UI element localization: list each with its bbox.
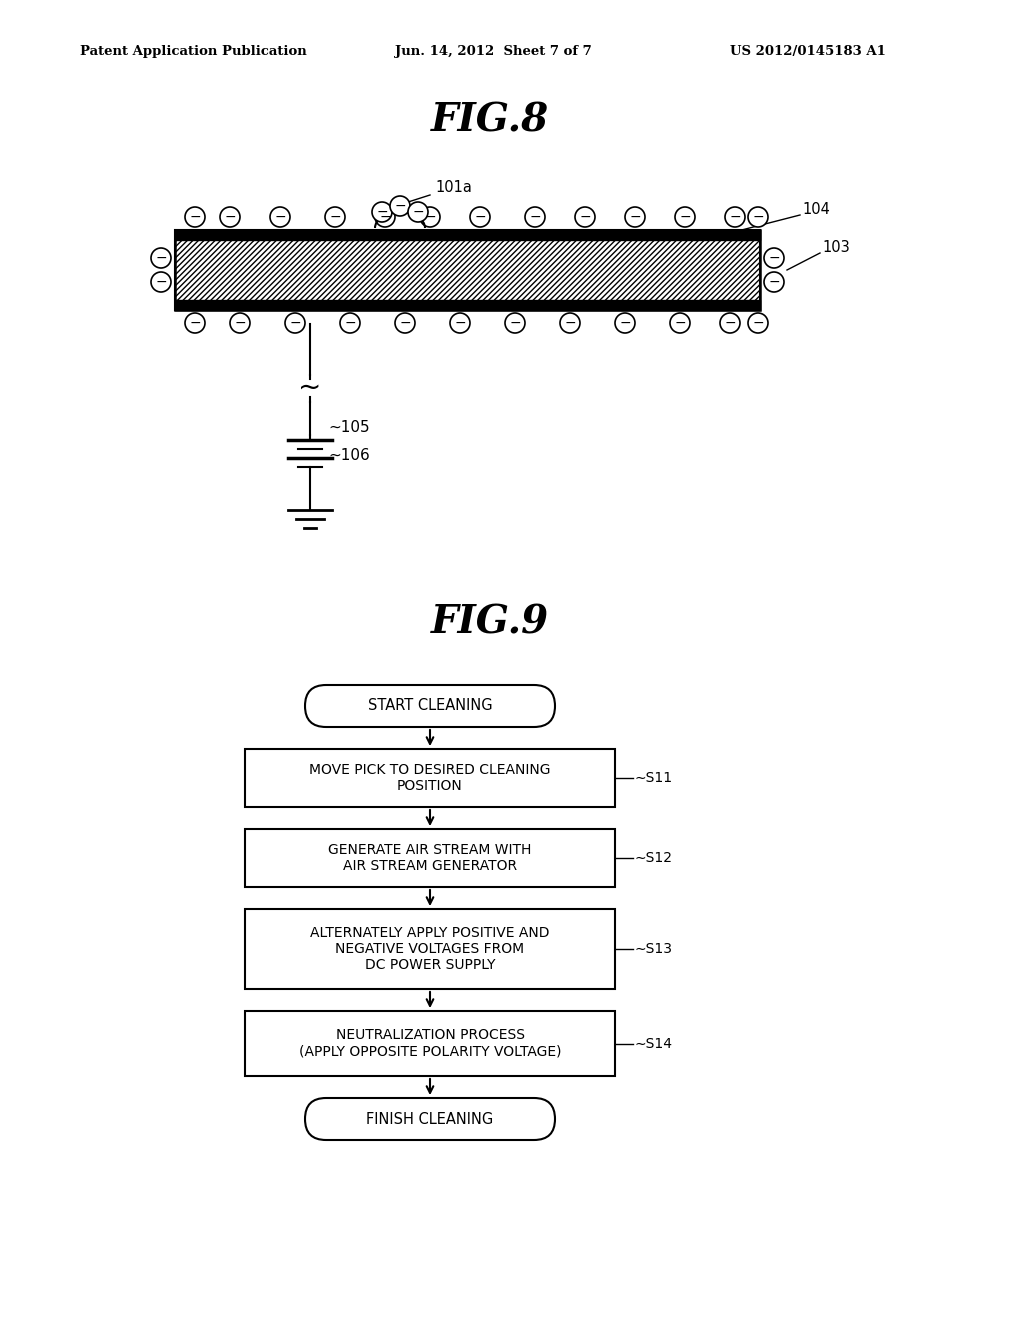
- Circle shape: [560, 313, 580, 333]
- Text: FINISH CLEANING: FINISH CLEANING: [367, 1111, 494, 1126]
- Circle shape: [395, 313, 415, 333]
- Text: −: −: [289, 315, 301, 330]
- Circle shape: [725, 207, 745, 227]
- Text: 101a: 101a: [435, 181, 472, 195]
- Text: −: −: [768, 251, 780, 265]
- Circle shape: [505, 313, 525, 333]
- Circle shape: [748, 207, 768, 227]
- Circle shape: [748, 313, 768, 333]
- Text: −: −: [189, 210, 201, 224]
- Circle shape: [575, 207, 595, 227]
- Circle shape: [615, 313, 635, 333]
- Text: −: −: [376, 205, 388, 219]
- Circle shape: [764, 272, 784, 292]
- Circle shape: [720, 313, 740, 333]
- Text: −: −: [529, 210, 541, 224]
- Text: −: −: [413, 205, 424, 219]
- Text: −: −: [629, 210, 641, 224]
- Circle shape: [675, 207, 695, 227]
- Text: −: −: [580, 210, 591, 224]
- Text: −: −: [729, 210, 740, 224]
- Bar: [245, 909, 615, 989]
- Circle shape: [525, 207, 545, 227]
- Circle shape: [185, 207, 205, 227]
- Text: −: −: [724, 315, 736, 330]
- Text: ∼S12: ∼S12: [635, 851, 673, 865]
- FancyBboxPatch shape: [305, 1098, 555, 1140]
- Text: −: −: [394, 199, 406, 213]
- Text: −: −: [224, 210, 236, 224]
- Bar: [245, 829, 615, 887]
- Text: −: −: [509, 315, 521, 330]
- Text: FIG.8: FIG.8: [431, 102, 549, 139]
- Circle shape: [220, 207, 240, 227]
- Text: −: −: [156, 251, 167, 265]
- Bar: [245, 748, 615, 807]
- Text: −: −: [424, 210, 436, 224]
- Text: −: −: [768, 275, 780, 289]
- Circle shape: [151, 248, 171, 268]
- Text: GENERATE AIR STREAM WITH
AIR STREAM GENERATOR: GENERATE AIR STREAM WITH AIR STREAM GENE…: [329, 843, 531, 873]
- Text: −: −: [344, 315, 355, 330]
- Text: Patent Application Publication: Patent Application Publication: [80, 45, 307, 58]
- Text: 104: 104: [802, 202, 829, 218]
- Circle shape: [270, 207, 290, 227]
- Text: −: −: [753, 315, 764, 330]
- Circle shape: [185, 313, 205, 333]
- Text: MOVE PICK TO DESIRED CLEANING
POSITION: MOVE PICK TO DESIRED CLEANING POSITION: [309, 763, 551, 793]
- Bar: [175, 230, 760, 310]
- Text: ∼S14: ∼S14: [635, 1036, 673, 1051]
- Text: −: −: [753, 210, 764, 224]
- Text: −: −: [474, 210, 485, 224]
- Circle shape: [151, 272, 171, 292]
- Text: ALTERNATELY APPLY POSITIVE AND
NEGATIVE VOLTAGES FROM
DC POWER SUPPLY: ALTERNATELY APPLY POSITIVE AND NEGATIVE …: [310, 925, 550, 973]
- Bar: [245, 1011, 615, 1076]
- Text: −: −: [234, 315, 246, 330]
- Text: ~105: ~105: [328, 421, 370, 436]
- Text: Jun. 14, 2012  Sheet 7 of 7: Jun. 14, 2012 Sheet 7 of 7: [395, 45, 592, 58]
- Circle shape: [450, 313, 470, 333]
- Text: −: −: [329, 210, 341, 224]
- Circle shape: [325, 207, 345, 227]
- Text: −: −: [564, 315, 575, 330]
- Text: −: −: [620, 315, 631, 330]
- Circle shape: [420, 207, 440, 227]
- Circle shape: [285, 313, 305, 333]
- Text: −: −: [455, 315, 466, 330]
- Text: 103: 103: [822, 240, 850, 256]
- Text: ~106: ~106: [328, 447, 370, 462]
- Circle shape: [340, 313, 360, 333]
- Text: ~: ~: [298, 374, 322, 403]
- Text: −: −: [379, 210, 391, 224]
- Text: −: −: [274, 210, 286, 224]
- Text: ∼S13: ∼S13: [635, 942, 673, 956]
- Circle shape: [625, 207, 645, 227]
- Text: FIG.9: FIG.9: [431, 603, 549, 642]
- Circle shape: [390, 195, 410, 216]
- Circle shape: [375, 207, 395, 227]
- Text: −: −: [189, 315, 201, 330]
- Text: −: −: [679, 210, 691, 224]
- Bar: [175, 230, 760, 310]
- Text: −: −: [674, 315, 686, 330]
- Text: START CLEANING: START CLEANING: [368, 698, 493, 714]
- Circle shape: [372, 202, 392, 222]
- Circle shape: [670, 313, 690, 333]
- FancyBboxPatch shape: [305, 685, 555, 727]
- Circle shape: [470, 207, 490, 227]
- Text: US 2012/0145183 A1: US 2012/0145183 A1: [730, 45, 886, 58]
- Circle shape: [764, 248, 784, 268]
- Text: ∼S11: ∼S11: [635, 771, 673, 785]
- Circle shape: [230, 313, 250, 333]
- Circle shape: [408, 202, 428, 222]
- Text: −: −: [156, 275, 167, 289]
- Text: −: −: [399, 315, 411, 330]
- Text: NEUTRALIZATION PROCESS
(APPLY OPPOSITE POLARITY VOLTAGE): NEUTRALIZATION PROCESS (APPLY OPPOSITE P…: [299, 1028, 561, 1059]
